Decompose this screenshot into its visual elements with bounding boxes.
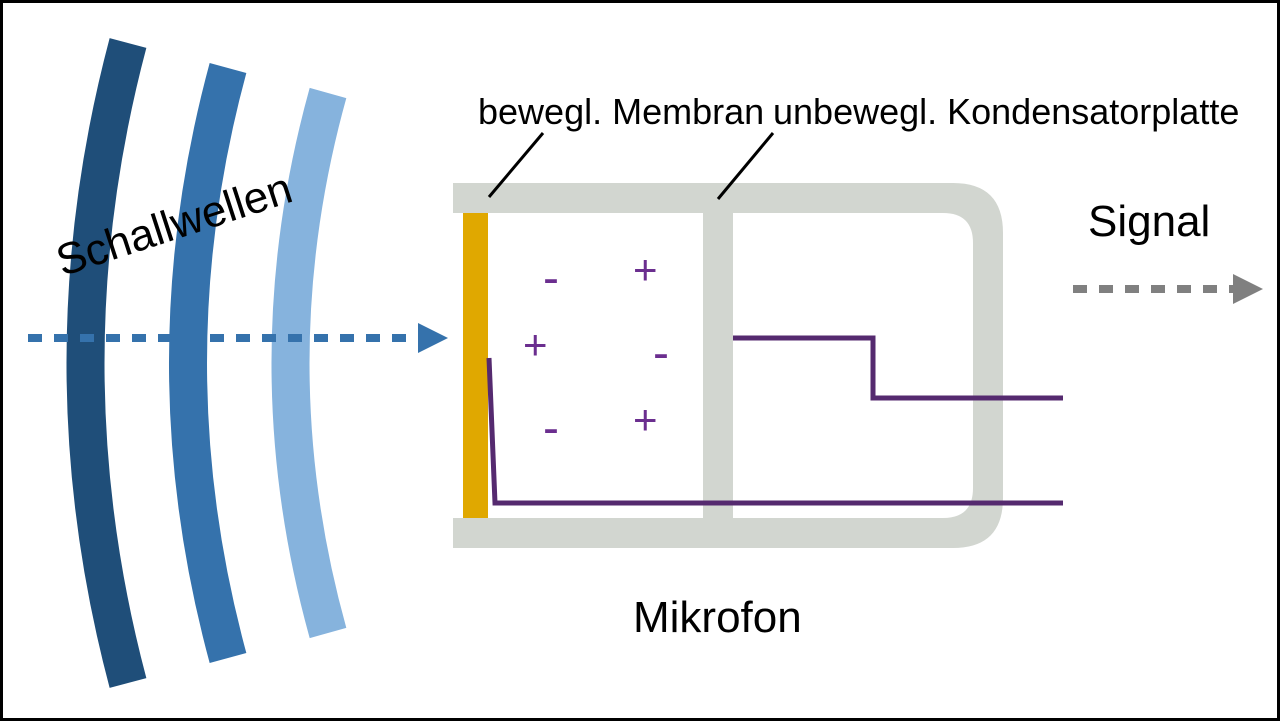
charge-plus-3: + — [633, 396, 658, 444]
charge-minus-2: - — [653, 326, 669, 381]
wave-arc-2 — [188, 68, 228, 658]
wave-arc-1 — [86, 43, 129, 683]
charge-minus-3: - — [543, 401, 559, 456]
diagram-canvas: Schallwellen bewegl. Membran unbewegl. K… — [0, 0, 1280, 721]
membrane-label: bewegl. Membran — [478, 91, 764, 133]
mic-membrane — [463, 213, 488, 518]
signal-label: Signal — [1088, 197, 1210, 247]
mic-divider — [703, 213, 733, 518]
charge-plus-2: + — [523, 321, 548, 369]
plate-label: unbewegl. Kondensatorplatte — [773, 91, 1239, 133]
wave-arc-3 — [291, 93, 329, 633]
charge-plus-1: + — [633, 246, 658, 294]
mic-label: Mikrofon — [633, 593, 802, 643]
input-arrow-head — [418, 323, 448, 353]
charge-minus-1: - — [543, 251, 559, 306]
wire-top — [733, 338, 1063, 398]
output-arrow-head — [1233, 274, 1263, 304]
